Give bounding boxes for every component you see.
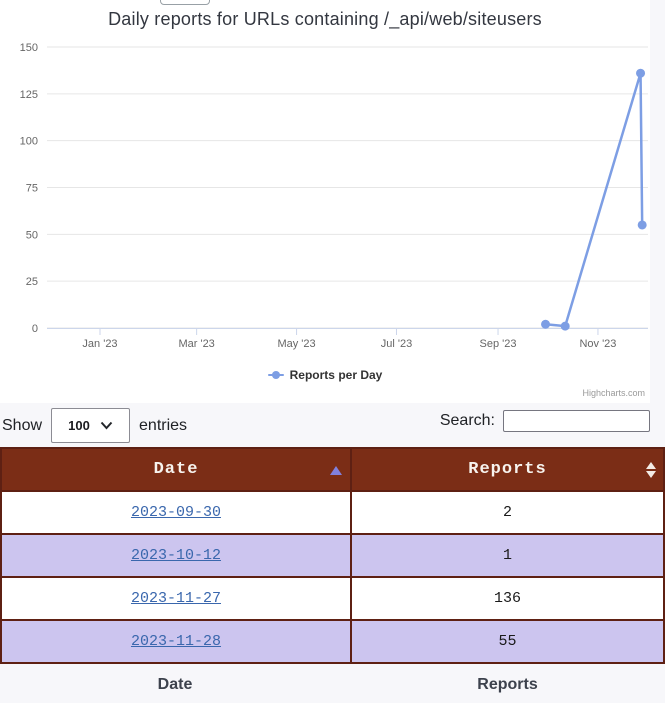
x-axis-tick-label: Mar '23 [178, 338, 214, 350]
data-point-marker [541, 319, 551, 329]
x-axis-tick-label: Jan '23 [82, 338, 117, 350]
highcharts-credit-link[interactable]: Highcharts.com [582, 388, 645, 398]
table-row: 2023-11-27 136 [0, 576, 665, 621]
series-marker-icon [267, 370, 284, 380]
reports-table: Date Reports 2023-09-30 2 2023-10-12 1 2… [0, 447, 665, 664]
x-axis-tick-label: Sep '23 [480, 338, 517, 350]
x-axis-tick-label: May '23 [277, 338, 315, 350]
table-row: 2023-10-12 1 [0, 533, 665, 578]
table-row: 2023-11-28 55 [0, 619, 665, 664]
date-link[interactable]: 2023-10-12 [130, 547, 221, 564]
column-header-date[interactable]: Date [0, 447, 352, 492]
footer-reports-label: Reports [477, 676, 538, 693]
entries-label: entries [139, 416, 188, 434]
data-point-marker [637, 220, 647, 230]
column-header-reports-label: Reports [468, 460, 547, 479]
page-length-group: Show 100 entries [2, 408, 187, 443]
search-group: Search: [440, 410, 650, 432]
y-axis-tick-label: 125 [20, 89, 38, 101]
y-axis-tick-label: 100 [20, 136, 38, 148]
search-label: Search: [439, 412, 495, 429]
x-axis-tick-label: Jul '23 [381, 338, 412, 350]
chevron-down-icon [100, 421, 113, 430]
data-point-marker [560, 321, 570, 331]
reports-cell: 2 [350, 490, 665, 535]
y-axis-tick-label: 75 [26, 183, 38, 195]
partial-top-button[interactable] [160, 0, 210, 5]
reports-cell: 136 [350, 576, 665, 621]
date-cell: 2023-11-28 [0, 619, 352, 664]
date-cell: 2023-10-12 [0, 533, 352, 578]
date-link[interactable]: 2023-09-30 [130, 504, 221, 521]
chart-card: Daily reports for URLs containing /_api/… [0, 0, 650, 398]
footer-date-label: Date [157, 676, 193, 693]
search-input[interactable] [503, 410, 650, 432]
show-label: Show [2, 416, 43, 434]
sort-ascending-icon [330, 465, 342, 475]
x-axis-tick-label: Nov '23 [579, 338, 616, 350]
table-header-row: Date Reports [0, 447, 665, 492]
reports-cell: 1 [350, 533, 665, 578]
y-axis-tick-label: 150 [20, 42, 38, 54]
date-link[interactable]: 2023-11-28 [130, 633, 221, 650]
table-footer: Date Reports [0, 668, 665, 694]
legend-label: Reports per Day [289, 368, 383, 382]
date-cell: 2023-09-30 [0, 490, 352, 535]
page-length-select[interactable]: 100 [51, 408, 131, 443]
column-header-date-label: Date [153, 460, 199, 479]
date-link[interactable]: 2023-11-27 [130, 590, 221, 607]
series-line [544, 71, 644, 328]
y-axis-tick-label: 0 [32, 323, 38, 335]
column-header-reports[interactable]: Reports [350, 447, 665, 492]
page-length-value: 100 [68, 418, 90, 433]
reports-cell: 55 [350, 619, 665, 664]
chart-legend[interactable]: Reports per Day [0, 368, 650, 382]
y-axis-tick-label: 50 [26, 229, 38, 241]
y-axis-tick-label: 25 [26, 276, 38, 288]
sort-unsorted-icon [646, 461, 656, 478]
table-row: 2023-09-30 2 [0, 490, 665, 535]
table-controls: Show 100 entries Search: [0, 405, 665, 445]
line-chart: 0 25 50 75 100 125 150 Jan '23 Mar '23 May '23 Jul… [20, 42, 648, 350]
chart-title: Daily reports for URLs containing /_api/… [108, 9, 542, 29]
data-point-marker [636, 68, 646, 78]
date-cell: 2023-11-27 [0, 576, 352, 621]
